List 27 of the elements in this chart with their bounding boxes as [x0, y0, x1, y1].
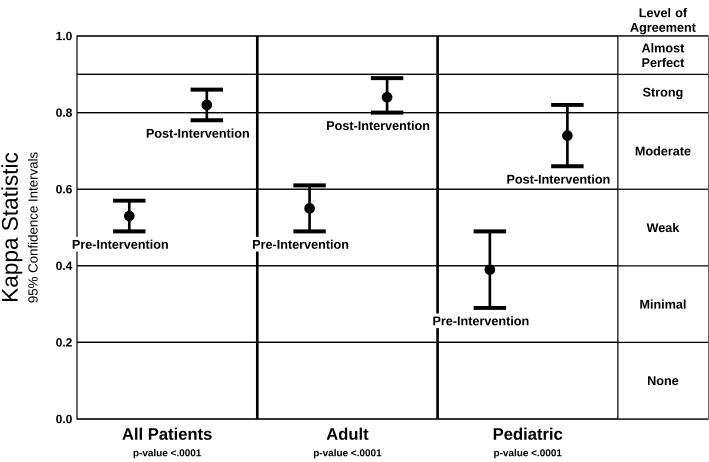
text: p-value <.0001 [314, 449, 382, 458]
text: p-value <.0001 [494, 449, 562, 458]
y-tick-label: 0.4 [56, 262, 72, 270]
y-axis-title: Kappa Statistic [1, 152, 22, 301]
text: Pre-Intervention [253, 240, 348, 249]
text: Post-Intervention [507, 174, 610, 184]
x-tick-label: Pediatric [494, 428, 562, 440]
text: Post-Intervention [327, 120, 430, 130]
y-tick-label: 0.8 [56, 108, 72, 117]
y-tick-label: 0.6 [56, 184, 72, 194]
y-tick-label: 1.0 [56, 32, 72, 40]
legend-title: Level of Agreement [630, 8, 696, 34]
band-label: Weak [646, 222, 680, 232]
series-label: Post-Intervention [146, 128, 249, 138]
text: p-value <.0001 [134, 449, 202, 458]
text: Pre-Intervention [433, 316, 528, 326]
x-tick-label: All Patients [122, 428, 212, 440]
series-label: Pre-Intervention [72, 240, 168, 249]
band-label: Moderate [636, 146, 691, 156]
x-tick-label: Adult [326, 428, 368, 440]
y-tick-label: 0.0 [56, 414, 72, 424]
band-label: Strong [642, 88, 682, 100]
band-label: None [648, 376, 678, 386]
band-label: Minimal [640, 299, 686, 309]
text: 95% Confidence Intervals [28, 152, 38, 303]
y-tick-label: 0.2 [56, 338, 72, 347]
band-label: Almost Perfect [642, 43, 684, 68]
